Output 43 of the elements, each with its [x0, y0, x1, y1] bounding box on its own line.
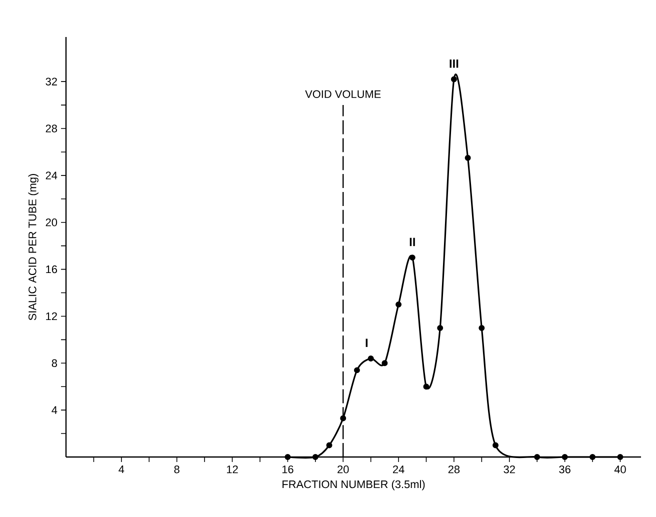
point	[326, 442, 332, 448]
point	[284, 454, 291, 460]
point	[354, 367, 360, 374]
y-axis-title: SIALIC ACID PER TUBE (mg)	[28, 174, 38, 320]
point	[464, 154, 471, 161]
y-tick-label: 4	[52, 406, 58, 414]
point	[617, 454, 624, 460]
y-tick-label: 32	[46, 78, 57, 86]
x-axis-title: FRACTION NUMBER (3.5ml)	[282, 480, 425, 490]
x-tick-label: 24	[392, 466, 404, 474]
point	[450, 76, 457, 82]
y-tick-label: 8	[52, 359, 58, 368]
x-tick-label: 4	[118, 466, 124, 474]
point	[382, 360, 388, 366]
y-tick-label: 28	[46, 124, 58, 132]
point	[492, 442, 499, 448]
annotation: III	[450, 60, 458, 68]
point	[312, 454, 318, 460]
x-tick-label: 8	[174, 466, 180, 474]
x-tick-label: 32	[504, 466, 515, 474]
point	[562, 454, 568, 460]
y-tick-label: 20	[46, 218, 58, 226]
point	[409, 254, 416, 261]
x-tick-label: 28	[448, 466, 460, 474]
y-tick-label: 24	[46, 172, 58, 180]
point	[437, 324, 444, 331]
point	[478, 324, 485, 331]
y-tick-label: 16	[46, 265, 58, 274]
x-tick-label: 12	[227, 466, 238, 474]
point	[340, 415, 346, 422]
annotation: I	[366, 338, 368, 347]
point	[590, 454, 596, 460]
point	[534, 454, 540, 460]
ref-line-label: VOID VOLUME	[305, 90, 381, 98]
point	[368, 355, 374, 362]
point	[423, 384, 430, 390]
x-tick-label: 36	[559, 466, 570, 474]
annotation: II	[410, 238, 415, 246]
x-tick-label: 16	[282, 466, 294, 474]
x-tick-label: 40	[614, 466, 626, 474]
point	[396, 301, 402, 308]
y-tick-label: 12	[46, 312, 57, 320]
x-tick-label: 20	[338, 466, 349, 474]
